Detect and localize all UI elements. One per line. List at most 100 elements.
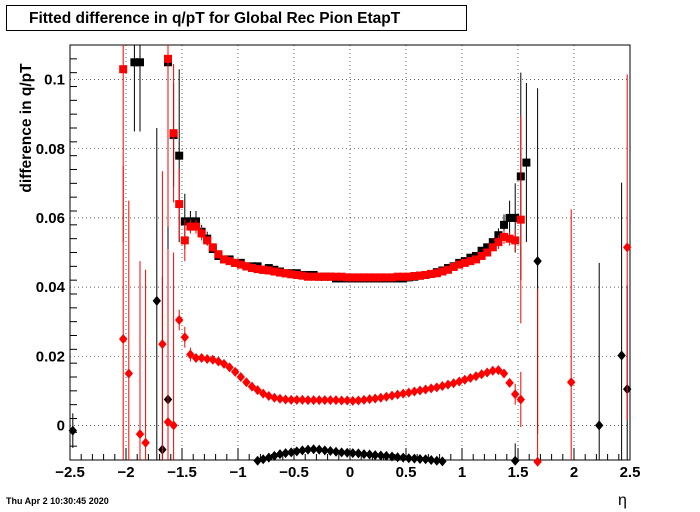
x-tick-label: 0.5 — [396, 464, 417, 481]
data-point — [136, 58, 144, 67]
data-point — [365, 449, 374, 460]
data-point — [253, 455, 262, 466]
data-point — [387, 451, 397, 462]
y-tick-label: 0 — [57, 417, 65, 434]
data-point — [186, 349, 195, 360]
data-point — [415, 385, 425, 396]
x-tick-label: 1.5 — [508, 464, 529, 481]
data-point — [499, 368, 509, 379]
data-point — [500, 220, 508, 229]
data-point — [415, 453, 425, 464]
data-point — [466, 257, 475, 266]
data-point — [158, 339, 167, 350]
data-point — [152, 295, 161, 306]
data-point — [270, 392, 279, 403]
data-point — [276, 268, 284, 277]
data-point — [320, 272, 329, 281]
data-point — [292, 446, 301, 457]
data-point — [315, 395, 324, 406]
data-point — [164, 54, 172, 63]
data-point — [438, 267, 447, 276]
series-2 — [68, 88, 632, 467]
data-point — [410, 453, 419, 464]
data-point — [348, 395, 357, 406]
data-point — [320, 445, 329, 456]
data-point — [180, 236, 189, 245]
data-point — [309, 444, 318, 455]
data-point — [124, 368, 133, 379]
data-point — [404, 453, 413, 464]
data-point — [326, 272, 335, 281]
data-point — [516, 215, 525, 224]
data-point — [320, 395, 329, 406]
data-point — [382, 273, 391, 282]
data-point — [432, 382, 441, 393]
y-tick-label: 0.04 — [36, 279, 66, 296]
x-tick-label: −1 — [229, 464, 246, 481]
data-point — [130, 58, 139, 67]
data-point — [416, 271, 424, 280]
data-point — [326, 446, 335, 457]
data-point — [376, 392, 385, 403]
data-point — [303, 395, 313, 406]
data-point — [421, 384, 430, 395]
data-point — [219, 358, 229, 369]
data-point — [477, 251, 486, 260]
data-point — [287, 447, 296, 458]
data-point — [287, 394, 296, 405]
data-point — [236, 372, 245, 382]
data-point — [511, 455, 520, 466]
data-point — [371, 450, 380, 461]
data-point — [163, 416, 173, 427]
data-point — [275, 449, 285, 460]
data-point — [421, 454, 430, 465]
data-point — [432, 269, 441, 278]
data-point — [264, 266, 273, 275]
data-point — [343, 273, 352, 282]
data-point — [281, 448, 290, 459]
data-point — [315, 272, 324, 281]
data-point — [382, 391, 391, 402]
data-point — [399, 452, 408, 463]
data-point — [365, 394, 374, 405]
data-point — [68, 425, 77, 436]
data-point — [203, 236, 212, 245]
data-point — [287, 270, 296, 279]
data-point — [331, 395, 341, 406]
data-point — [186, 222, 195, 231]
data-point — [505, 377, 514, 388]
data-point — [175, 314, 184, 325]
data-point — [197, 352, 206, 363]
data-point — [248, 264, 256, 273]
data-point — [505, 213, 514, 222]
data-point — [220, 255, 228, 264]
data-point — [175, 151, 184, 160]
data-point — [337, 447, 346, 458]
data-point — [281, 394, 290, 405]
data-point — [298, 271, 307, 280]
x-tick-label: −1.5 — [167, 464, 197, 481]
data-point — [197, 229, 206, 238]
data-point — [231, 258, 240, 267]
data-point — [472, 255, 480, 264]
data-point — [505, 234, 514, 243]
data-point — [533, 256, 542, 267]
data-point — [511, 389, 520, 400]
data-point — [169, 420, 178, 431]
data-point — [371, 273, 380, 282]
data-point — [203, 354, 212, 365]
data-point — [393, 389, 402, 400]
x-tick-label: 1 — [458, 464, 466, 481]
data-point — [623, 242, 632, 253]
data-point — [175, 200, 184, 209]
data-point — [438, 380, 447, 391]
data-point — [259, 265, 268, 274]
data-point — [331, 446, 341, 457]
data-point — [488, 238, 497, 247]
series-1 — [119, 45, 525, 324]
data-point — [460, 258, 469, 267]
y-axis-label: difference in q/pT — [18, 63, 35, 193]
data-point — [343, 447, 352, 458]
x-axis-label: η — [618, 492, 627, 509]
